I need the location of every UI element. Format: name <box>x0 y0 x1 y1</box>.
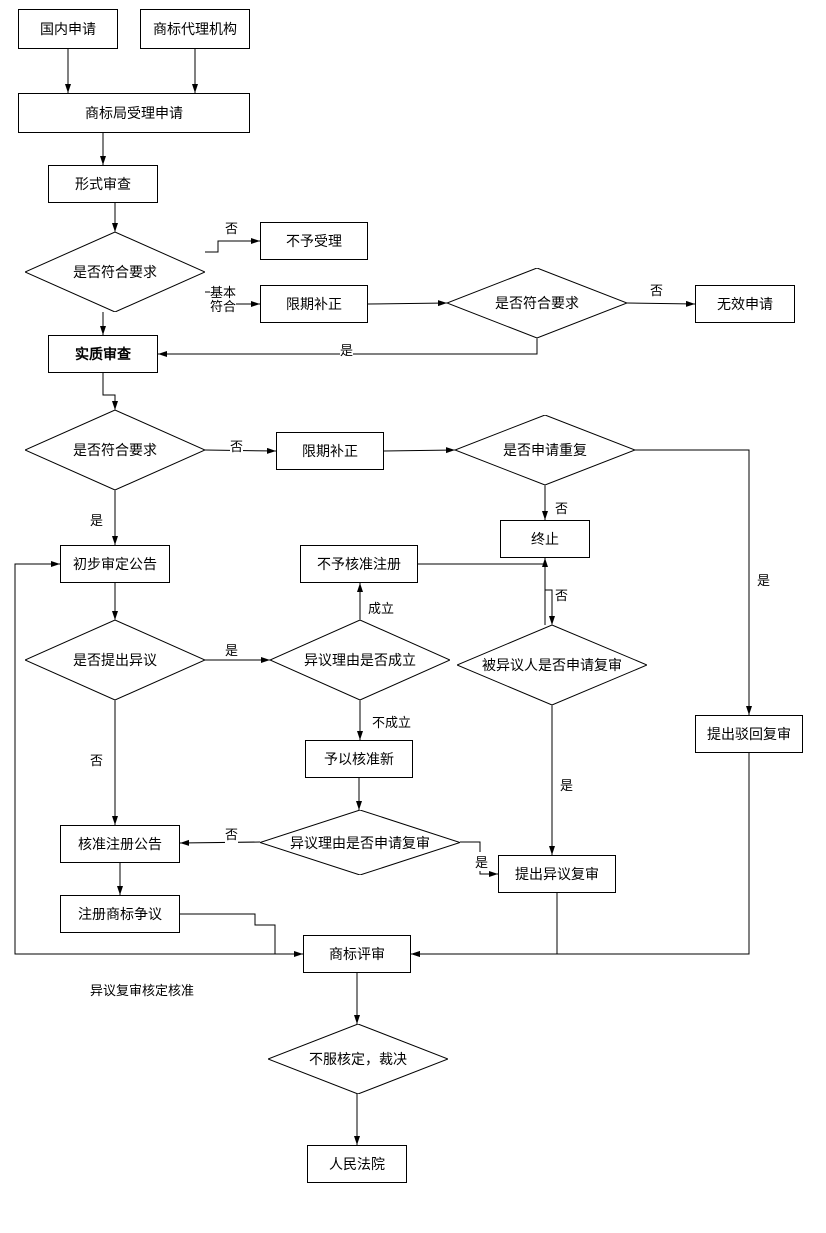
edge-d_obj_review-n_approve_pub <box>180 842 260 843</box>
edge-d_req2-n_invalid <box>627 303 695 304</box>
edge-n_dispute-n_tm_review <box>180 914 303 954</box>
node-label: 注册商标争议 <box>78 904 162 924</box>
node-label: 不予受理 <box>286 231 342 251</box>
node-n_accept: 商标局受理申请 <box>18 93 250 133</box>
node-label: 人民法院 <box>329 1154 385 1174</box>
edge-label: 不成立 <box>372 712 411 731</box>
edge-n_obj_review-n_tm_review <box>411 893 557 954</box>
node-n_invalid: 无效申请 <box>695 285 795 323</box>
edge-n_correct1-d_req2 <box>368 303 447 304</box>
edge-label: 是 <box>560 775 573 794</box>
node-label: 国内申请 <box>40 19 96 39</box>
edge-n_substantive-d_req3 <box>103 373 115 410</box>
node-label: 提出驳回复审 <box>707 724 791 744</box>
node-label: 商标代理机构 <box>153 19 237 39</box>
node-label: 核准注册公告 <box>78 834 162 854</box>
node-d_objection: 是否提出异议 <box>25 620 205 700</box>
node-d_req3: 是否符合要求 <box>25 410 205 490</box>
node-label: 限期补正 <box>302 441 358 461</box>
node-label: 不服核定，裁决 <box>309 1049 407 1069</box>
node-label: 不予核准注册 <box>317 554 401 574</box>
node-label: 异议理由是否成立 <box>304 650 416 670</box>
edge-label: 成立 <box>368 598 394 617</box>
node-n_tm_review: 商标评审 <box>303 935 411 973</box>
node-label: 是否提出异议 <box>73 650 157 670</box>
node-label: 限期补正 <box>286 294 342 314</box>
edge-n_correct2-d_repeat <box>384 450 455 451</box>
edge-label: 否 <box>230 436 243 455</box>
node-n_approve_pub: 核准注册公告 <box>60 825 180 863</box>
node-n_formal: 形式审查 <box>48 165 158 203</box>
node-label: 是否申请重复 <box>503 440 587 460</box>
edge-label: 是 <box>475 852 488 871</box>
edge-label: 是 <box>90 510 103 529</box>
edge-label: 否 <box>555 585 568 604</box>
edge-label: 是 <box>225 640 238 659</box>
node-n_substantive: 实质审查 <box>48 335 158 373</box>
node-label: 异议理由是否申请复审 <box>290 833 430 853</box>
node-label: 商标局受理申请 <box>85 103 183 123</box>
edge-d_repeat-n_rejection_rev <box>635 450 749 715</box>
node-d_objvalid: 异议理由是否成立 <box>270 620 450 700</box>
node-label: 无效申请 <box>717 294 773 314</box>
node-d_disagree: 不服核定，裁决 <box>268 1024 448 1094</box>
edge-label: 否 <box>90 750 103 769</box>
edge-n_rejection_rev-n_tm_review <box>411 753 749 954</box>
edge-label: 否 <box>555 498 568 517</box>
node-label: 实质审查 <box>75 344 131 364</box>
node-n_obj_review: 提出异议复审 <box>498 855 616 893</box>
node-label: 是否符合要求 <box>495 293 579 313</box>
node-n_reject: 不予受理 <box>260 222 368 260</box>
node-label: 提出异议复审 <box>515 864 599 884</box>
edge-label: 否 <box>650 280 663 299</box>
node-d_req2: 是否符合要求 <box>447 268 627 338</box>
node-n_dispute: 注册商标争议 <box>60 895 180 933</box>
node-n_court: 人民法院 <box>307 1145 407 1183</box>
edge-n_noapprove-d_respondent <box>418 564 552 625</box>
node-label: 是否符合要求 <box>73 440 157 460</box>
node-n_noapprove: 不予核准注册 <box>300 545 418 583</box>
edge-label: 是 <box>757 570 770 589</box>
node-n_prelim: 初步审定公告 <box>60 545 170 583</box>
node-n_correct1: 限期补正 <box>260 285 368 323</box>
node-n_domestic: 国内申请 <box>18 9 118 49</box>
node-n_approve_new: 予以核准新 <box>305 740 413 778</box>
edge-label: 否 <box>225 824 238 843</box>
node-label: 商标评审 <box>329 944 385 964</box>
node-n_rejection_rev: 提出驳回复审 <box>695 715 803 753</box>
node-n_terminate: 终止 <box>500 520 590 558</box>
node-label: 是否符合要求 <box>73 262 157 282</box>
edge-d_req1-n_reject <box>205 241 260 252</box>
edge-label: 是 <box>340 340 353 359</box>
node-label: 予以核准新 <box>324 749 394 769</box>
node-label: 终止 <box>531 529 559 549</box>
node-n_agency: 商标代理机构 <box>140 9 250 49</box>
edge-label: 基本 符合 <box>210 286 236 315</box>
node-d_req1: 是否符合要求 <box>25 232 205 312</box>
node-d_respondent: 被异议人是否申请复审 <box>457 625 647 705</box>
node-d_repeat: 是否申请重复 <box>455 415 635 485</box>
node-label: 被异议人是否申请复审 <box>482 655 622 675</box>
node-d_obj_review: 异议理由是否申请复审 <box>260 810 460 875</box>
node-label: 形式审查 <box>75 174 131 194</box>
edge-label: 否 <box>225 218 238 237</box>
edge-label: 异议复审核定核准 <box>90 980 194 999</box>
node-label: 初步审定公告 <box>73 554 157 574</box>
node-n_correct2: 限期补正 <box>276 432 384 470</box>
